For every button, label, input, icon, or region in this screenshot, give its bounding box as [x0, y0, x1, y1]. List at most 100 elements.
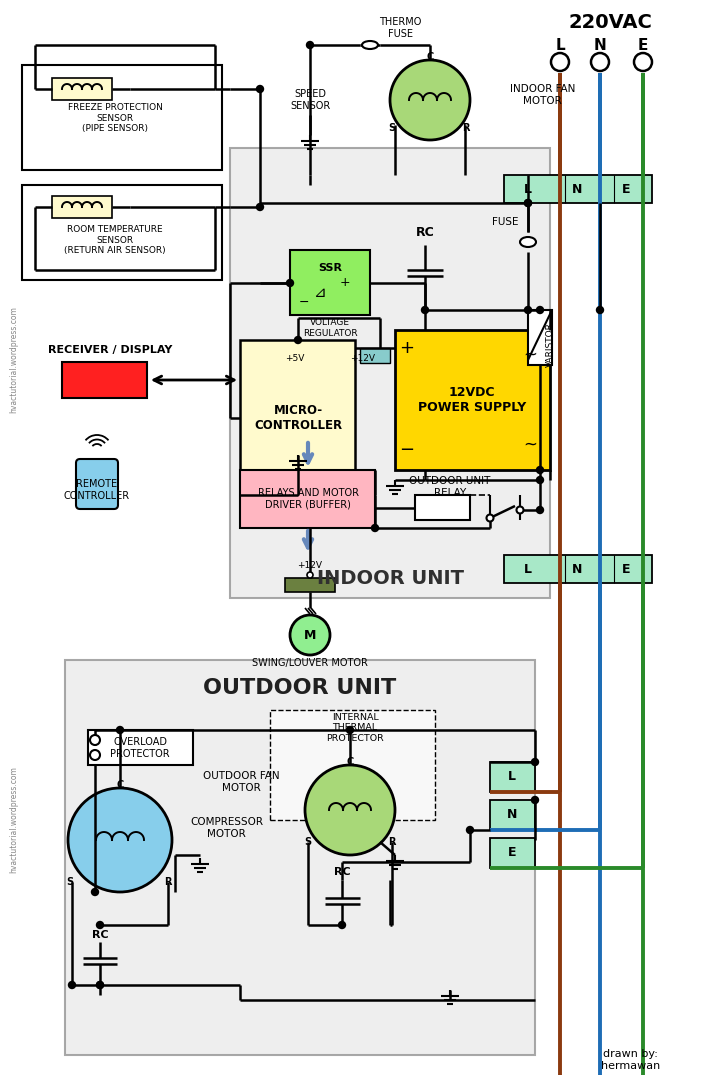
Text: R: R: [388, 837, 396, 847]
Text: COMPRESSOR
MOTOR: COMPRESSOR MOTOR: [190, 817, 263, 838]
Circle shape: [68, 788, 172, 892]
Bar: [285, 578, 335, 592]
Text: OVERLOAD
PROTECTOR: OVERLOAD PROTECTOR: [110, 737, 170, 759]
Bar: [490, 800, 535, 830]
Text: ⊿: ⊿: [314, 285, 326, 300]
Text: +12V: +12V: [298, 560, 323, 569]
Text: −: −: [298, 295, 309, 308]
Text: THERMO
FUSE: THERMO FUSE: [379, 17, 422, 39]
Text: VOLTAGE
REGULATOR: VOLTAGE REGULATOR: [303, 318, 357, 338]
Circle shape: [97, 982, 103, 988]
Circle shape: [516, 506, 523, 514]
Circle shape: [537, 477, 544, 483]
Text: S: S: [66, 877, 74, 887]
Circle shape: [524, 200, 531, 206]
Circle shape: [591, 53, 609, 71]
Bar: [52, 195, 112, 218]
Text: N: N: [571, 182, 582, 195]
Text: E: E: [507, 846, 516, 859]
Text: RC: RC: [416, 226, 435, 239]
Text: N: N: [593, 38, 606, 52]
Circle shape: [256, 203, 264, 211]
Bar: [490, 838, 535, 868]
Bar: [22, 65, 222, 171]
Text: R: R: [462, 123, 470, 132]
Circle shape: [486, 515, 494, 521]
Text: R: R: [165, 877, 172, 887]
Bar: [52, 78, 112, 100]
Circle shape: [90, 750, 100, 760]
Circle shape: [307, 572, 313, 578]
Text: C: C: [116, 780, 124, 790]
Text: S: S: [304, 837, 312, 847]
FancyBboxPatch shape: [76, 459, 118, 509]
Text: OUTDOOR UNIT: OUTDOOR UNIT: [203, 678, 397, 698]
Circle shape: [524, 200, 531, 206]
Text: RELAYS AND MOTOR
DRIVER (BUFFER): RELAYS AND MOTOR DRIVER (BUFFER): [258, 489, 358, 509]
Circle shape: [305, 765, 395, 855]
Text: OUTDOOR FAN
MOTOR: OUTDOOR FAN MOTOR: [203, 771, 280, 793]
Text: −: −: [400, 441, 414, 459]
Bar: [22, 185, 222, 280]
Circle shape: [116, 727, 124, 733]
Circle shape: [537, 506, 544, 514]
Text: SSR: SSR: [318, 263, 342, 273]
Circle shape: [306, 41, 314, 49]
Circle shape: [531, 758, 539, 766]
Text: SWING/LOUVER MOTOR: SWING/LOUVER MOTOR: [252, 658, 368, 668]
Circle shape: [295, 337, 301, 343]
Bar: [230, 148, 550, 598]
Circle shape: [371, 525, 379, 531]
Text: FUSE: FUSE: [491, 217, 518, 227]
Text: +12V: +12V: [350, 354, 376, 363]
Ellipse shape: [520, 237, 536, 247]
Text: FREEZE PROTECTION
SENSOR
(PIPE SENSOR): FREEZE PROTECTION SENSOR (PIPE SENSOR): [68, 103, 162, 132]
Bar: [415, 495, 470, 520]
Text: MICRO-
CONTROLLER: MICRO- CONTROLLER: [254, 404, 342, 432]
Text: RC: RC: [333, 867, 350, 877]
Text: E: E: [622, 563, 630, 576]
Text: hvactutorial.wordpress.com: hvactutorial.wordpress.com: [9, 767, 18, 873]
Circle shape: [68, 982, 76, 988]
Bar: [360, 348, 390, 363]
Text: 220VAC: 220VAC: [568, 13, 652, 31]
Text: INTERNAL
THERMAL
PROTECTOR: INTERNAL THERMAL PROTECTOR: [326, 714, 384, 743]
Circle shape: [531, 796, 539, 804]
Text: RECEIVER / DISPLAY: RECEIVER / DISPLAY: [48, 345, 173, 355]
Bar: [290, 250, 370, 315]
Text: +5V: +5V: [285, 354, 305, 363]
Text: RC: RC: [92, 930, 108, 940]
Circle shape: [551, 53, 569, 71]
Text: E: E: [622, 182, 630, 195]
Bar: [395, 330, 550, 470]
Text: ~: ~: [523, 435, 537, 454]
Text: ~: ~: [523, 346, 537, 364]
Circle shape: [97, 922, 103, 929]
Text: N: N: [507, 808, 517, 821]
Bar: [528, 310, 552, 365]
Text: REMOTE
CONTROLLER: REMOTE CONTROLLER: [64, 479, 130, 501]
Bar: [490, 762, 535, 792]
Text: INDOOR FAN
MOTOR: INDOOR FAN MOTOR: [510, 85, 575, 105]
Circle shape: [92, 888, 98, 896]
Bar: [270, 710, 435, 820]
Text: +: +: [400, 339, 414, 357]
Bar: [62, 362, 147, 397]
Text: C: C: [427, 52, 434, 62]
Circle shape: [347, 727, 354, 733]
Bar: [240, 470, 375, 528]
Text: C: C: [347, 757, 354, 767]
Bar: [65, 660, 535, 1055]
Circle shape: [290, 615, 330, 655]
Circle shape: [537, 467, 544, 473]
Text: L: L: [524, 563, 532, 576]
Ellipse shape: [362, 41, 378, 49]
Circle shape: [287, 279, 293, 287]
Circle shape: [467, 826, 473, 833]
Text: INDOOR UNIT: INDOOR UNIT: [317, 568, 464, 588]
Circle shape: [390, 60, 470, 140]
Text: M: M: [304, 629, 316, 642]
Bar: [240, 340, 355, 495]
Text: L: L: [508, 770, 516, 783]
Text: 12VDC
POWER SUPPLY: 12VDC POWER SUPPLY: [418, 386, 526, 414]
